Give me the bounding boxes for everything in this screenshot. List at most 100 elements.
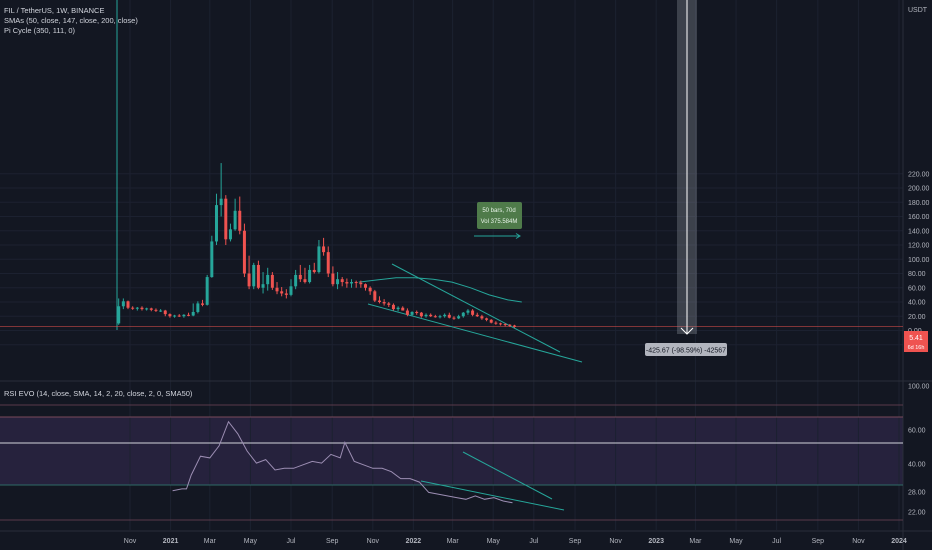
candle — [284, 289, 288, 299]
candle-body — [135, 307, 139, 309]
candle — [419, 311, 423, 318]
candle — [452, 316, 456, 320]
price-tick-label: 220.00 — [908, 171, 930, 178]
price-tick-label: 200.00 — [908, 186, 930, 193]
candle-body — [205, 277, 209, 305]
candle — [308, 264, 312, 284]
candle — [317, 240, 321, 274]
candle — [433, 314, 437, 318]
time-tick-label: Jul — [772, 538, 781, 545]
candle — [391, 303, 395, 311]
candle-body — [117, 306, 121, 324]
candle-body — [140, 307, 144, 310]
sma-indicator-label[interactable]: SMAs (50, close, 147, close, 200, close) — [4, 16, 138, 25]
candle — [214, 193, 218, 245]
rsi-tick-label: 28.00 — [908, 490, 926, 497]
candle — [377, 296, 381, 304]
candle — [363, 283, 367, 291]
rsi-trendline-lower — [420, 480, 565, 511]
time-tick-label: May — [729, 538, 743, 545]
candle — [275, 282, 279, 295]
candle — [228, 223, 232, 242]
candle — [424, 313, 428, 318]
rsi-indicator-label[interactable]: RSI EVO (14, close, SMA, 14, 2, 20, clos… — [4, 389, 193, 398]
candle — [471, 309, 475, 317]
candle-body — [391, 304, 395, 310]
candle — [429, 313, 433, 317]
candle — [494, 321, 498, 325]
measure-arrow-head — [680, 327, 694, 335]
current-price-value: 5.41 — [909, 335, 923, 342]
price-tick-label: 160.00 — [908, 214, 930, 221]
time-tick-label: May — [244, 538, 258, 545]
candle — [368, 286, 372, 295]
candle — [173, 314, 177, 318]
candle-body — [331, 273, 335, 285]
candle-body — [443, 314, 447, 317]
candle — [270, 272, 274, 290]
rsi-tick-label: 22.00 — [908, 510, 926, 517]
candle-body — [480, 316, 484, 319]
candle — [415, 310, 419, 315]
candle-body — [177, 315, 181, 317]
candle — [177, 314, 181, 317]
candle-body — [247, 273, 251, 287]
time-tick-label: Sep — [569, 538, 582, 545]
candle-body — [266, 274, 270, 285]
candle — [401, 306, 405, 311]
candle — [131, 306, 135, 310]
candle-body — [503, 324, 507, 326]
candle — [382, 299, 386, 306]
candle-body — [471, 310, 475, 315]
candle-body — [499, 323, 503, 325]
time-tick-label: Nov — [609, 538, 622, 545]
candle-body — [219, 198, 223, 206]
candle-body — [461, 312, 465, 317]
candle-body — [508, 324, 512, 326]
time-tick-label: Jul — [529, 538, 538, 545]
candle — [191, 303, 195, 317]
time-tick-label: 2022 — [406, 538, 422, 545]
candle-body — [289, 286, 293, 295]
symbol-label[interactable]: FIL / TetherUS, 1W, BINANCE — [4, 6, 105, 15]
candle — [489, 319, 493, 324]
candle-body — [121, 301, 125, 307]
rsi-legend: RSI EVO (14, close, SMA, 14, 2, 20, clos… — [4, 389, 192, 399]
candle-body — [368, 287, 372, 292]
candle — [354, 280, 358, 288]
candle — [396, 306, 400, 312]
candle-body — [131, 307, 135, 309]
time-tick-label: Mar — [447, 538, 460, 545]
rsi-line — [172, 420, 513, 504]
candle-body — [303, 279, 307, 283]
pi-cycle-indicator-label[interactable]: Pi Cycle (350, 111, 0) — [4, 26, 76, 35]
time-tick-label: Sep — [326, 538, 339, 545]
candle — [303, 267, 307, 284]
time-tick-label: Nov — [852, 538, 865, 545]
candle — [466, 309, 470, 315]
candle — [145, 307, 149, 311]
candle-body — [401, 307, 405, 311]
time-tick-label: Mar — [689, 538, 702, 545]
candle-body — [224, 198, 228, 240]
price-tick-label: 40.00 — [908, 300, 926, 307]
candle-body — [326, 252, 330, 274]
time-tick-label: Sep — [812, 538, 825, 545]
candle-body — [350, 282, 354, 284]
candle — [289, 279, 293, 297]
candle-body — [233, 210, 237, 230]
candle-body — [489, 319, 493, 323]
candle — [126, 300, 130, 310]
candle — [252, 262, 256, 290]
candle-body — [187, 314, 191, 316]
candle-body — [317, 246, 321, 273]
candle-body — [242, 230, 246, 274]
time-axis: Nov 2021 Mar May Jul Sep Nov 2022 Mar May Jul Sep No… — [124, 538, 907, 545]
candle — [340, 277, 344, 287]
candle — [508, 324, 512, 327]
candle-body — [252, 264, 256, 287]
candle — [373, 289, 377, 302]
candles — [117, 163, 517, 328]
price-axis-currency: USDT — [908, 7, 928, 14]
